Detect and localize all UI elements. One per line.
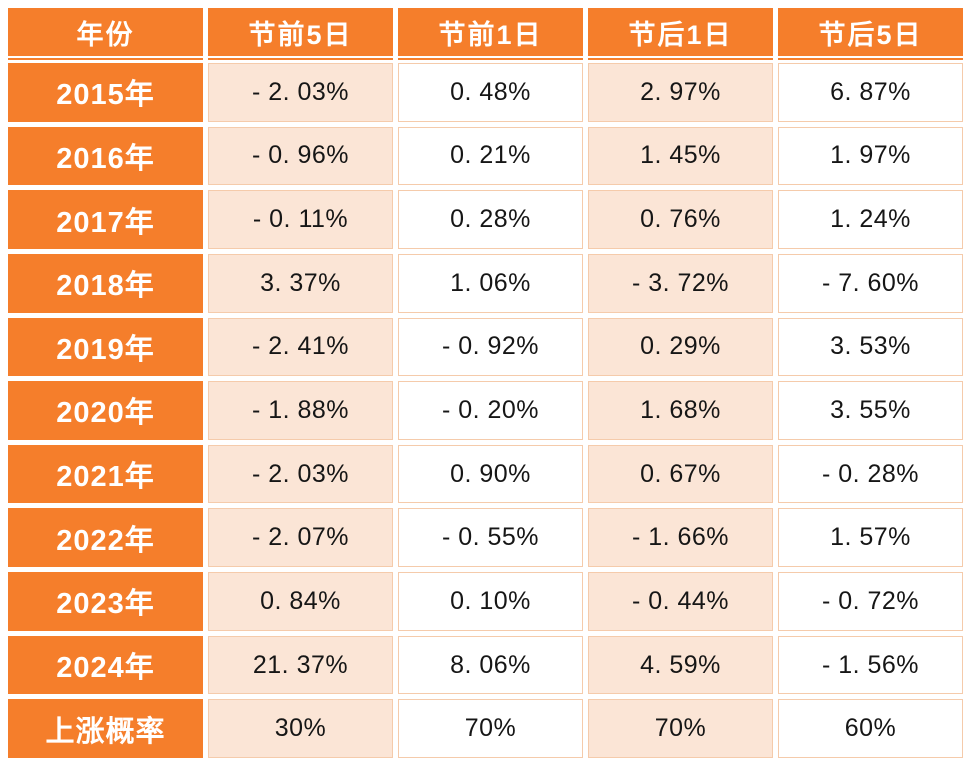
value-cell: 3. 53% — [778, 317, 963, 377]
row-label: 2016年 — [8, 126, 203, 186]
row-label: 2015年 — [8, 63, 203, 122]
value-cell: 60% — [778, 699, 963, 758]
value-cell: 30% — [208, 699, 393, 758]
value-cell: 3. 37% — [208, 253, 393, 313]
value-cell: 2. 97% — [588, 63, 773, 122]
value-cell: 21. 37% — [208, 635, 393, 695]
holiday-returns-table: 年份 节前5日 节前1日 节后1日 节后5日 2015年 - 2. 03% 0.… — [8, 8, 963, 758]
value-cell: 0. 76% — [588, 190, 773, 249]
value-cell: 1. 45% — [588, 126, 773, 186]
row-label: 2022年 — [8, 508, 203, 568]
row-label: 2023年 — [8, 572, 203, 631]
value-cell: - 3. 72% — [588, 253, 773, 313]
value-cell: 0. 48% — [398, 63, 583, 122]
value-cell: - 2. 41% — [208, 317, 393, 377]
value-cell: - 7. 60% — [778, 253, 963, 313]
value-cell: 70% — [588, 699, 773, 758]
value-cell: - 1. 56% — [778, 635, 963, 695]
row-label: 2017年 — [8, 190, 203, 249]
value-cell: 70% — [398, 699, 583, 758]
value-cell: 8. 06% — [398, 635, 583, 695]
row-label: 2018年 — [8, 253, 203, 313]
value-cell: 1. 57% — [778, 508, 963, 568]
value-cell: 1. 06% — [398, 253, 583, 313]
value-cell: 0. 84% — [208, 572, 393, 631]
value-cell: 0. 29% — [588, 317, 773, 377]
value-cell: - 0. 11% — [208, 190, 393, 249]
value-cell: - 2. 07% — [208, 508, 393, 568]
value-cell: 0. 21% — [398, 126, 583, 186]
value-cell: 1. 97% — [778, 126, 963, 186]
value-cell: 6. 87% — [778, 63, 963, 122]
column-header-post1day: 节后1日 — [588, 8, 773, 58]
row-label-rise-probability: 上涨概率 — [8, 699, 203, 758]
column-header-pre1day: 节前1日 — [398, 8, 583, 58]
value-cell: - 0. 55% — [398, 508, 583, 568]
value-cell: - 0. 96% — [208, 126, 393, 186]
value-cell: - 0. 20% — [398, 381, 583, 440]
row-label: 2020年 — [8, 381, 203, 440]
value-cell: 3. 55% — [778, 381, 963, 440]
value-cell: 0. 28% — [398, 190, 583, 249]
row-label: 2021年 — [8, 444, 203, 504]
value-cell: - 1. 66% — [588, 508, 773, 568]
value-cell: - 0. 44% — [588, 572, 773, 631]
value-cell: 0. 90% — [398, 444, 583, 504]
column-header-year: 年份 — [8, 8, 203, 58]
value-cell: - 0. 92% — [398, 317, 583, 377]
row-label: 2024年 — [8, 635, 203, 695]
column-header-post5day: 节后5日 — [778, 8, 963, 58]
value-cell: 0. 67% — [588, 444, 773, 504]
column-header-pre5day: 节前5日 — [208, 8, 393, 58]
value-cell: 4. 59% — [588, 635, 773, 695]
value-cell: - 2. 03% — [208, 63, 393, 122]
value-cell: 1. 68% — [588, 381, 773, 440]
value-cell: - 1. 88% — [208, 381, 393, 440]
value-cell: 1. 24% — [778, 190, 963, 249]
value-cell: - 0. 72% — [778, 572, 963, 631]
value-cell: - 0. 28% — [778, 444, 963, 504]
row-label: 2019年 — [8, 317, 203, 377]
value-cell: - 2. 03% — [208, 444, 393, 504]
value-cell: 0. 10% — [398, 572, 583, 631]
